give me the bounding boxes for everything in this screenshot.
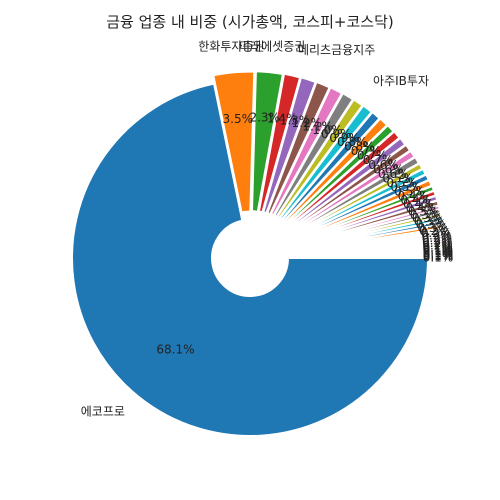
slice-percent-label: 0.1% [423,248,454,262]
pie-slices [71,70,448,437]
slice-percent-label: 0.9% [329,131,360,145]
slice-percent-label: 0.8% [344,140,375,154]
slice-percent-label: 0.1% [423,242,454,256]
slice-percent-label: 0.4% [400,193,431,207]
slice-percent-label: 68.1% [156,342,194,356]
slice-percent-label: 0.1% [423,244,454,258]
slice-percent-label: 0.7% [363,153,394,167]
slice-percent-label: 0.1% [422,240,453,254]
slice-label: 한화투자증권 [198,39,264,53]
slice-percent-label: 0.2% [422,236,453,250]
slice-percent-label: 0.4% [406,201,437,215]
slice-percent-label: 0.3% [412,211,443,225]
slice-percent-label: 0.1% [423,245,454,259]
slice-percent-label: 0.5% [386,176,417,190]
slice-percent-label: 0.3% [414,214,445,228]
slice-percent-label: 3.5% [223,112,254,126]
pie-slice [71,82,430,437]
slice-label: 에코프로 [81,405,125,419]
slice-percent-label: 0.2% [419,224,450,238]
percent-labels: 68.1% 3.5%2.3%1.4%1.3%1.2%1.1%1.0%0.9%0.9… [156,110,453,356]
slice-percent-label: 1.3% [280,114,311,128]
pie-slice [212,70,256,214]
slice-percent-label: 0.2% [422,239,453,253]
slice-percent-label: 2.3% [249,110,280,124]
slice-percent-label: 0.1% [423,249,454,263]
slice-label: 미래에셋증권 [239,39,305,53]
slice-percent-label: 0.5% [390,180,421,194]
slice-percent-label: 0.4% [398,189,429,203]
slice-percent-label: 0.1% [423,250,454,264]
slice-percent-label: 0.2% [421,226,452,240]
slice-percent-label: 1.2% [292,116,323,130]
slice-percent-label: 0.3% [410,208,441,222]
slice-percent-label: 0.7% [351,144,382,158]
slice-label: 메리츠금융지주 [298,43,375,57]
slice-percent-label: 0.6% [368,158,399,172]
slice-percent-label: 1.4% [267,112,298,126]
chart-title: 금융 업종 내 비중 (시가총액, 코스피+코스닥) [106,13,393,31]
slice-percent-label: 0.2% [422,234,453,248]
slice-percent-label: 0.5% [394,185,425,199]
slice-percent-label: 0.1% [423,247,454,261]
slice-percent-label: 0.6% [378,167,409,181]
slice-percent-label: 0.2% [421,229,452,243]
slice-percent-label: 1.1% [302,119,333,133]
slice-percent-label: 0.2% [422,231,453,245]
slice-percent-label: 0.1% [423,243,454,257]
slice-percent-label: 0.3% [416,218,447,232]
slice-percent-label: 0.9% [321,127,352,141]
pie-slice [250,70,285,213]
slice-percent-label: 0.8% [337,135,368,149]
slice-percent-label: 1.0% [312,123,343,137]
slice-percent-label: 0.3% [408,205,439,219]
pie-slice [304,255,448,259]
slice-label: 아주IB투자 [373,74,429,88]
slice-percent-label: 0.7% [357,148,388,162]
slice-percent-label: 0.6% [373,162,404,176]
slice-percent-label: 0.3% [418,221,449,235]
slice-percent-label: 0.5% [382,172,413,186]
slice-percent-label: 0.4% [403,197,434,211]
